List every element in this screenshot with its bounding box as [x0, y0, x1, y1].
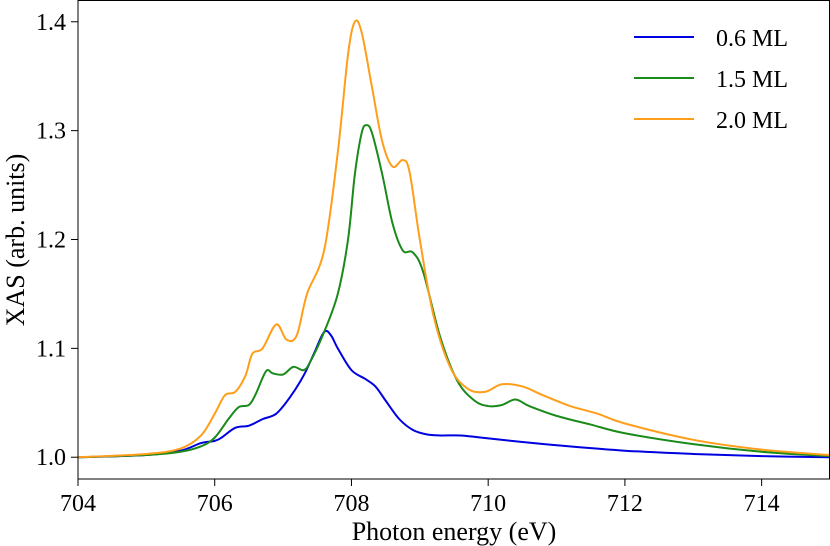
x-tick-label: 710 [470, 491, 506, 517]
y-tick-label: 1.2 [36, 228, 66, 254]
x-tick-label: 714 [744, 491, 780, 517]
y-tick-label: 1.3 [36, 119, 66, 145]
x-tick-label: 712 [607, 491, 643, 517]
x-tick-label: 706 [197, 491, 233, 517]
series-line-2 [78, 124, 830, 459]
x-axis: 704 706 708 710 712 714 [60, 479, 780, 517]
series-line-3 [78, 19, 830, 459]
y-tick-label: 1.4 [36, 10, 66, 36]
series-line-1 [78, 329, 830, 459]
y-axis: 1.0 1.1 1.2 1.3 1.4 [36, 10, 78, 471]
y-tick-label: 1.0 [36, 445, 66, 471]
legend-label-2: 1.5 ML [716, 67, 788, 93]
legend-label-1: 0.6 ML [716, 26, 788, 52]
x-axis-label: Photon energy (eV) [352, 517, 557, 546]
legend: 0.6 ML 1.5 ML 2.0 ML [634, 26, 788, 134]
x-tick-label: 704 [60, 491, 96, 517]
y-tick-label: 1.1 [36, 336, 66, 362]
x-tick-label: 708 [333, 491, 369, 517]
series-layer [78, 19, 830, 459]
legend-label-3: 2.0 ML [716, 108, 788, 134]
y-axis-label: XAS (arb. units) [1, 154, 30, 327]
